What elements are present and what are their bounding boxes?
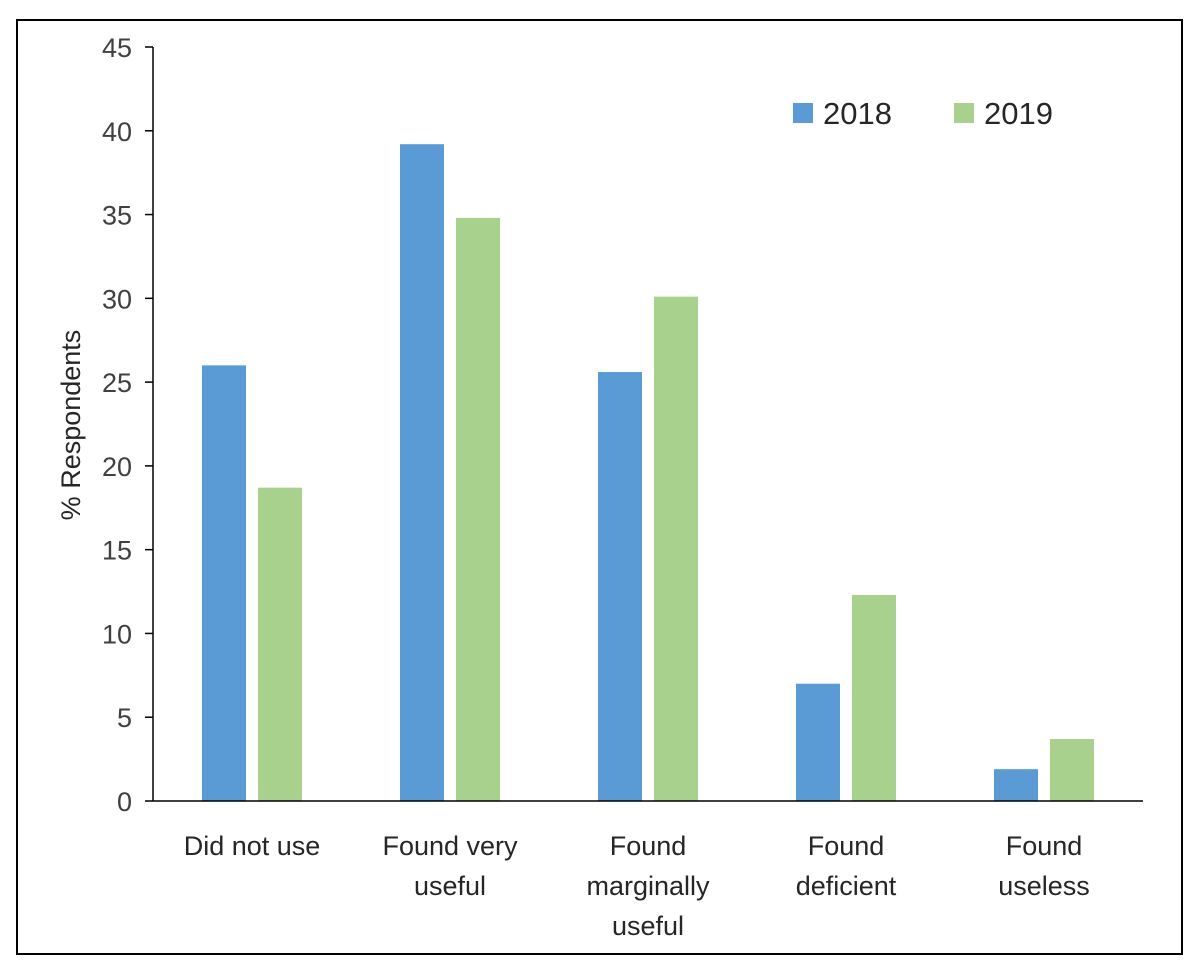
bar-2019-2	[654, 296, 698, 801]
y-tick-label: 30	[102, 284, 132, 314]
y-tick-label: 20	[102, 452, 132, 482]
x-category-label: Did not use	[184, 831, 321, 861]
legend-swatch-2019	[954, 103, 974, 123]
y-tick-label: 0	[117, 787, 132, 817]
x-category-label-line: useful	[612, 911, 684, 941]
x-category-label-line: Did not use	[184, 831, 321, 861]
legend-label-2018: 2018	[823, 96, 892, 131]
x-category-label-line: Found	[808, 831, 885, 861]
y-axis-title: % Respondents	[56, 330, 86, 521]
y-tick-label: 40	[102, 117, 132, 147]
y-tick-label: 45	[102, 33, 132, 63]
bar-2019-4	[1050, 739, 1094, 801]
y-tick-labels: 0 5 10 15 20 25 30 35 40 45	[102, 33, 132, 817]
x-category-label: Found marginally useful	[586, 831, 710, 941]
bar-2018-0	[202, 365, 246, 801]
x-category-label-line: Found	[610, 831, 687, 861]
bar-2018-2	[598, 372, 642, 801]
bars-layer	[202, 144, 1094, 801]
y-tick-label: 5	[117, 703, 132, 733]
x-category-label-line: marginally	[586, 871, 710, 901]
bar-2018-4	[994, 769, 1038, 801]
y-tick-label: 10	[102, 619, 132, 649]
x-category-label: Found deficient	[796, 831, 897, 901]
x-category-label-line: Found	[1006, 831, 1083, 861]
bar-2019-0	[258, 487, 302, 801]
bar-2019-1	[456, 217, 500, 801]
x-category-label-line: Found very	[382, 831, 518, 861]
legend: 2018 2019	[793, 96, 1053, 131]
bar-2019-3	[852, 594, 896, 801]
axes-layer	[145, 46, 1143, 802]
y-tick-label: 15	[102, 536, 132, 566]
x-category-label-line: useless	[998, 871, 1090, 901]
x-category-labels: Did not use Found very useful Found marginal…	[184, 831, 1090, 941]
x-category-label-line: deficient	[796, 871, 897, 901]
bar-2018-3	[796, 683, 840, 801]
legend-label-2019: 2019	[984, 96, 1053, 131]
y-tick-label: 35	[102, 201, 132, 231]
x-category-label: Found useless	[998, 831, 1090, 901]
bar-2018-1	[400, 144, 444, 801]
y-tick-label: 25	[102, 368, 132, 398]
x-category-label-line: useful	[414, 871, 486, 901]
legend-swatch-2018	[793, 103, 813, 123]
x-category-label: Found very useful	[382, 831, 518, 901]
